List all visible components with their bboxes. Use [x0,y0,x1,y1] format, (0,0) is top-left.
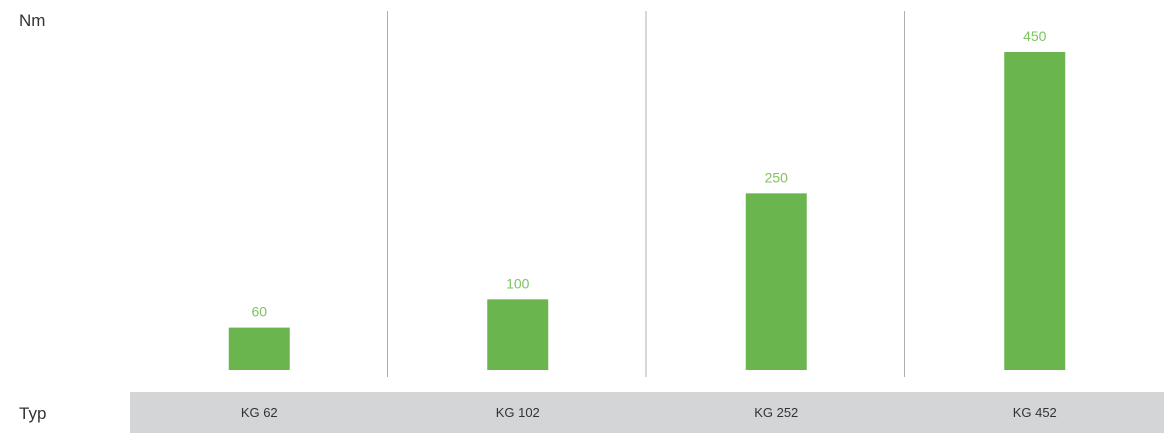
bar [1004,52,1066,370]
value-labels-group: 60 100 250 450 [251,28,1046,320]
bar [745,193,807,370]
column-separators [387,11,905,377]
value-label: 100 [506,275,530,291]
value-label: 250 [765,169,789,185]
category-label: KG 452 [1013,405,1057,420]
y-axis-label: Nm [19,11,45,30]
category-band [130,392,1164,433]
bar [487,299,549,370]
value-label: 60 [251,304,267,320]
x-axis-label: Typ [19,404,46,423]
category-label: KG 62 [241,405,278,420]
category-label: KG 102 [496,405,540,420]
category-label: KG 252 [754,405,798,420]
value-label: 450 [1023,28,1047,44]
bar [228,327,290,370]
bars-group [228,52,1066,370]
category-labels-group: KG 62 KG 102 KG 252 KG 452 [241,405,1057,420]
